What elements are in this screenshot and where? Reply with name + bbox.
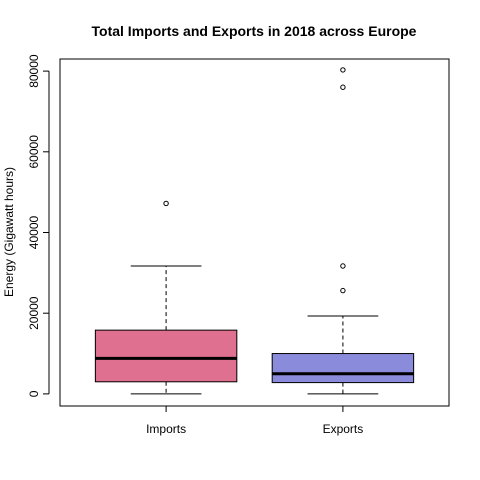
y-axis-label: Energy (Gigawatt hours)	[2, 167, 16, 297]
outlier-point	[340, 263, 346, 269]
y-tick-label: 0	[27, 390, 41, 397]
y-axis: 0 20000 40000 60000 80000	[27, 54, 50, 397]
outlier-point	[340, 84, 346, 90]
y-tick-label: 60000	[27, 135, 41, 169]
boxes-layer	[94, 67, 415, 395]
iqr-box	[94, 329, 238, 383]
outlier-point	[340, 67, 346, 73]
x-axis: Imports Exports	[146, 405, 364, 436]
iqr-box	[271, 353, 415, 384]
outlier-point	[340, 287, 346, 294]
y-tick-label: 40000	[27, 215, 41, 249]
chart-title: Total Imports and Exports in 2018 across…	[92, 23, 417, 39]
box-group-imports	[94, 200, 238, 395]
y-tick-label: 20000	[27, 296, 41, 330]
y-tick-label: 80000	[27, 54, 41, 88]
x-tick-label: Exports	[323, 422, 364, 436]
box-group-exports	[271, 67, 415, 395]
outlier-point	[163, 200, 169, 207]
x-tick-label: Imports	[146, 422, 186, 436]
